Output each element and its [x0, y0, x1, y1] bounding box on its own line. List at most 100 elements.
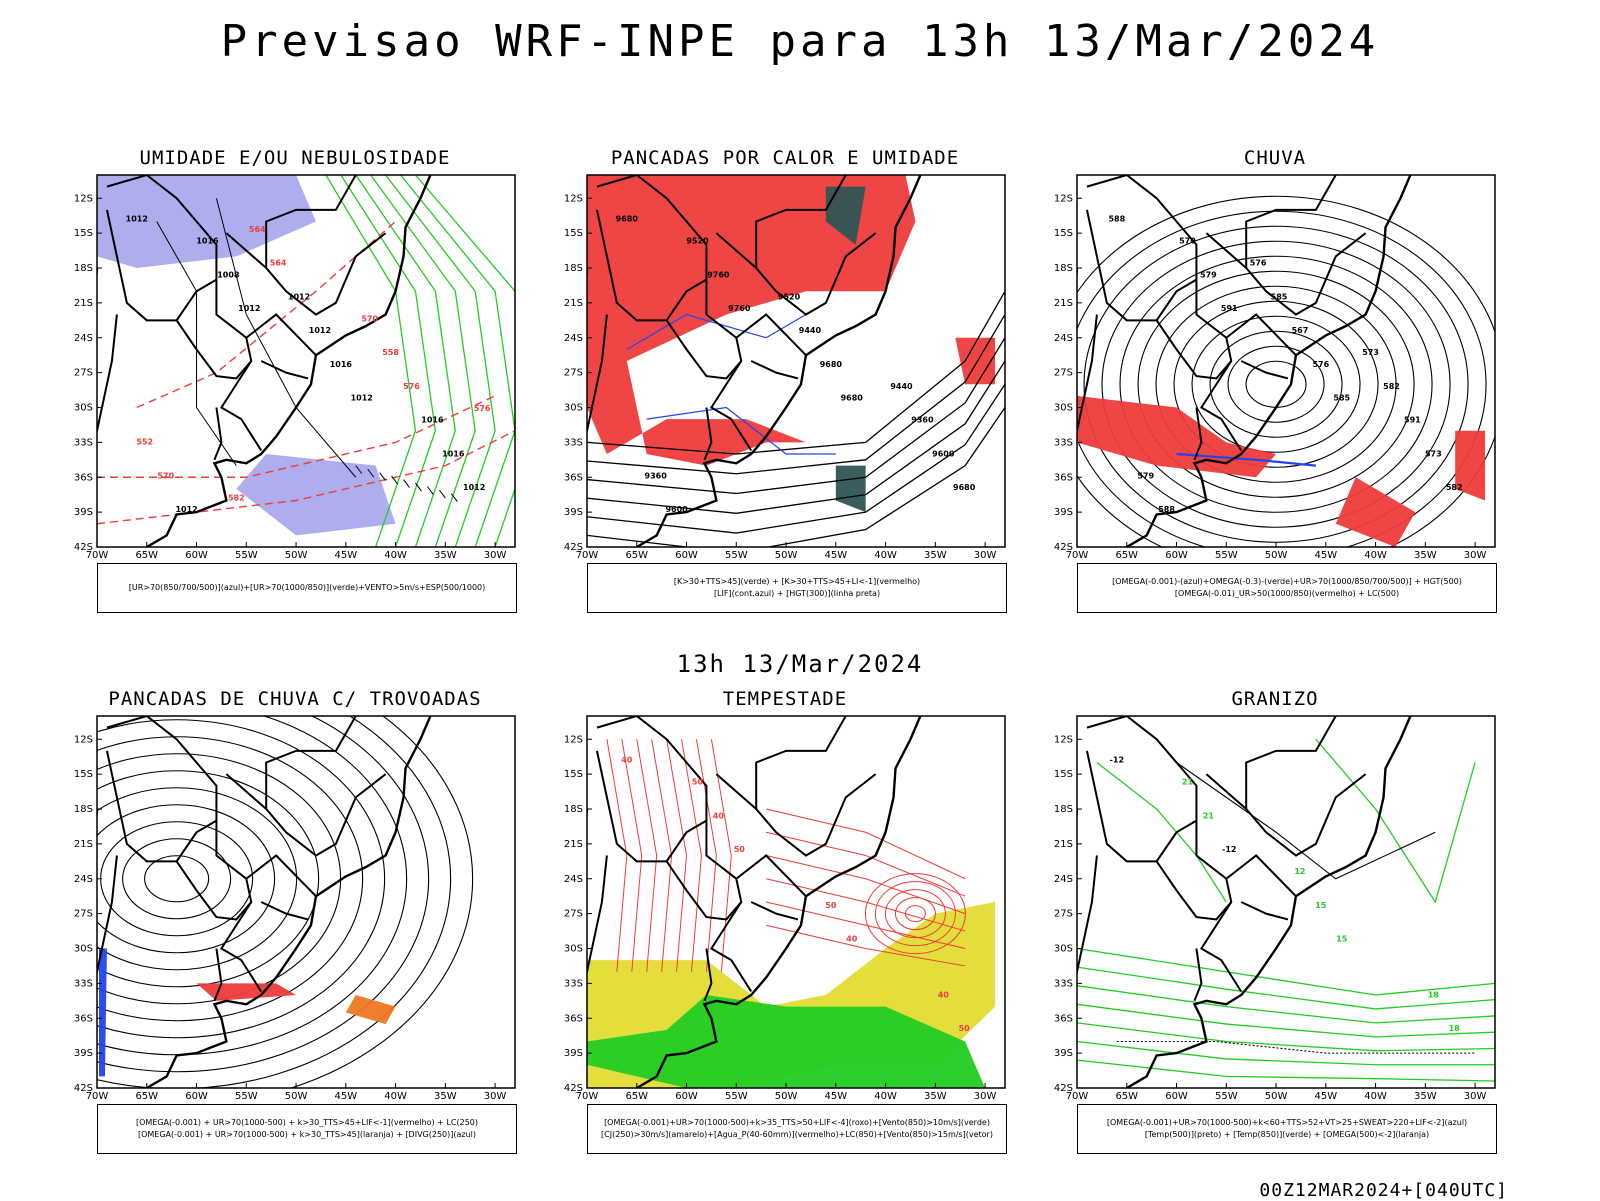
contour-label: 588 — [1158, 505, 1175, 514]
y-tick-label: 12S — [1054, 734, 1073, 745]
y-tick-label: 36S — [1054, 1013, 1073, 1024]
panel-umidade: UMIDADE E/OU NEBULOSIDADE 70W 65W 60W 55W 50… — [55, 147, 535, 637]
y-tick-label: 24S — [1054, 333, 1073, 344]
y-tick-label: 24S — [74, 333, 93, 344]
contour-label: 40 — [621, 756, 633, 765]
hgt500-contour — [1119, 255, 1433, 513]
map-frame — [96, 174, 516, 548]
legend-line: [Temp(500)](preto) + [Temp(850)](verde) … — [1144, 1130, 1430, 1139]
contour-label: 21 — [1203, 811, 1215, 820]
panel-tempestade: TEMPESTADE 70W 65W 60W 55W 50W 45W 40W 35W 30W 12… — [545, 688, 1025, 1178]
humidity-contour — [355, 175, 456, 547]
y-tick-label: 18S — [74, 804, 93, 815]
coastline — [146, 716, 432, 1088]
country-border — [735, 854, 807, 897]
streamline — [894, 897, 936, 931]
y-tick-label: 24S — [1054, 874, 1073, 885]
country-border — [1085, 750, 1197, 863]
streamline — [874, 881, 956, 947]
thunderstorm-area — [196, 983, 297, 1001]
country-border — [1155, 319, 1233, 380]
y-tick-label: 15S — [564, 769, 583, 780]
contour-label: 576 — [474, 404, 491, 413]
y-tick-label: 36S — [1054, 472, 1073, 483]
contour-label: 50 — [734, 845, 746, 854]
map-field — [1077, 738, 1495, 1082]
x-tick-label: 65W — [1115, 550, 1138, 561]
contour-label: 579 — [1137, 471, 1154, 480]
y-tick-label: 39S — [74, 1048, 93, 1059]
temp850-contour — [1077, 966, 1495, 1010]
country-border — [1245, 175, 1337, 268]
legend-line: [K>30+TTS>45](verde) + [K>30+TTS>45+LI<-… — [673, 577, 921, 586]
y-tick-label: 15S — [74, 228, 93, 239]
streamline — [766, 924, 966, 967]
country-border — [735, 313, 807, 356]
y-tick-label: 30S — [74, 944, 93, 955]
y-tick-label: 36S — [564, 472, 583, 483]
divergence-area — [98, 948, 107, 1077]
hgt300-contour — [587, 337, 1005, 495]
country-border — [260, 901, 309, 921]
x-tick-label: 65W — [135, 550, 158, 561]
humidity-contour — [400, 175, 515, 547]
streamline — [666, 739, 688, 972]
thickness-contour — [136, 220, 397, 409]
country-border — [1085, 209, 1197, 322]
contour-label: 1012 — [309, 326, 331, 335]
geography — [1077, 175, 1412, 547]
contour-label: 567 — [1292, 326, 1309, 335]
legend-line: [CJ(250)>30m/s](amarelo)+[Agua_P(40-60mm… — [601, 1130, 993, 1139]
x-tick-label: 40W — [874, 1091, 897, 1102]
panel-title: PANCADAS DE CHUVA C/ TROVOADAS — [108, 688, 482, 710]
humidity-contour — [325, 175, 417, 547]
coastline — [1126, 175, 1412, 547]
y-tick-label: 21S — [564, 298, 583, 309]
coastline — [636, 175, 922, 547]
forecast-time-stamp: 13h 13/Mar/2024 — [676, 650, 924, 678]
y-tick-label: 21S — [1054, 839, 1073, 850]
wind850-area — [587, 995, 986, 1088]
contour-label: 585 — [1271, 292, 1288, 301]
x-tick-label: 30W — [1464, 1091, 1487, 1102]
contour-label: 582 — [1446, 483, 1463, 492]
country-border — [750, 360, 799, 380]
panel-pancadas-calor: PANCADAS POR CALOR E UMIDADE 70W 65W 60W 55… — [545, 147, 1025, 637]
country-border — [97, 855, 118, 977]
hgt500-contour — [1209, 330, 1343, 438]
contour-label: 40 — [938, 990, 950, 999]
map-field — [587, 739, 996, 1088]
wind-arrow — [415, 482, 422, 492]
y-tick-label: 24S — [564, 333, 583, 344]
contour-label: 9440 — [799, 326, 822, 335]
geography — [587, 716, 922, 1088]
contour-label: 573 — [1425, 449, 1442, 458]
contour-label: 9760 — [728, 304, 751, 313]
streamline — [904, 905, 926, 923]
temp850-contour — [1077, 1059, 1495, 1082]
country-border — [1077, 855, 1098, 977]
x-tick-label: 30W — [974, 1091, 997, 1102]
y-tick-label: 30S — [564, 944, 583, 955]
contour-label: 1012 — [175, 505, 197, 514]
hgt500-contour — [1173, 300, 1379, 468]
contour-label: 1008 — [217, 270, 240, 279]
country-border — [245, 854, 317, 897]
y-tick-label: 42S — [1054, 542, 1073, 553]
contour-label: 9360 — [911, 416, 934, 425]
country-border — [213, 948, 223, 1002]
x-tick-label: 55W — [725, 550, 748, 561]
y-tick-label: 42S — [564, 1083, 583, 1094]
x-tick-label: 70W — [86, 550, 109, 561]
country-border — [1240, 360, 1289, 380]
y-tick-label: 30S — [1054, 944, 1073, 955]
y-tick-label: 30S — [1054, 403, 1073, 414]
x-tick-label: 50W — [775, 550, 798, 561]
contour-label: 9680 — [820, 360, 843, 369]
x-tick-label: 45W — [1314, 550, 1337, 561]
streamline — [884, 889, 946, 939]
streamline — [651, 739, 673, 972]
x-tick-label: 40W — [874, 550, 897, 561]
country-border — [106, 716, 263, 993]
y-tick-label: 18S — [564, 263, 583, 274]
